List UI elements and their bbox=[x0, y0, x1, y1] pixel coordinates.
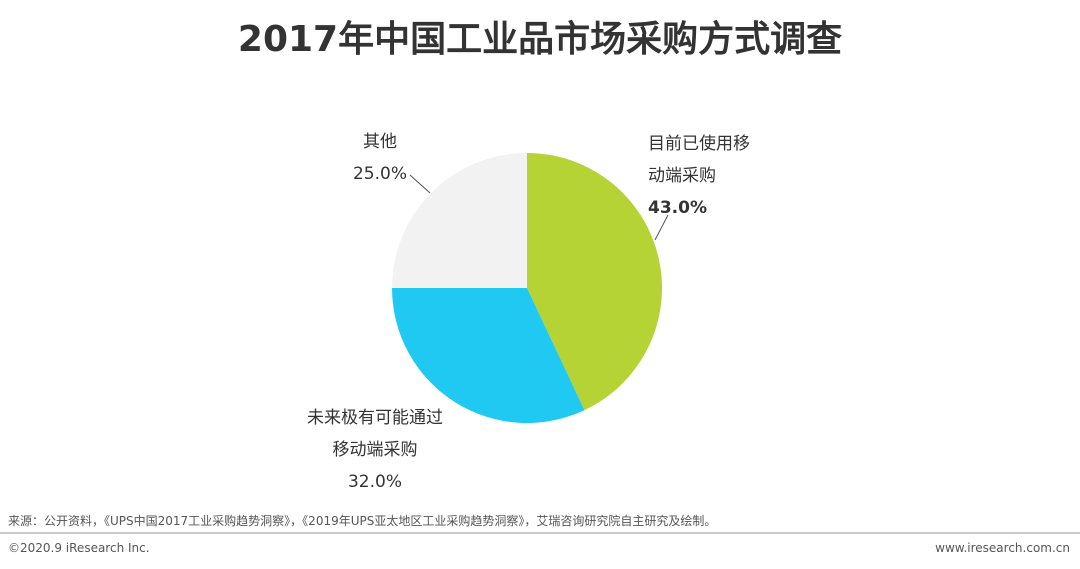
pie-slice bbox=[392, 288, 585, 423]
pie-slice bbox=[527, 153, 662, 411]
website: www.iresearch.com.cn bbox=[935, 541, 1070, 555]
pie-slice bbox=[392, 153, 527, 288]
leader-line bbox=[654, 214, 669, 241]
category-label: 目前已使用移动端采购 bbox=[648, 134, 750, 186]
category-label: 未来极有可能通过移动端采购 bbox=[307, 408, 443, 460]
slice-label: 其他 25.0% bbox=[345, 126, 415, 190]
category-label: 其他 bbox=[363, 132, 397, 152]
leader-line bbox=[409, 174, 431, 194]
value-label: 43.0% bbox=[648, 198, 707, 218]
slice-label: 未来极有可能通过移动端采购 32.0% bbox=[300, 402, 450, 498]
copyright: ©2020.9 iResearch Inc. bbox=[8, 541, 150, 555]
chart-title: 2017年中国工业品市场采购方式调查 bbox=[237, 19, 843, 60]
value-label: 25.0% bbox=[352, 164, 407, 184]
source-note: 来源：公开资料，《UPS中国2017工业采购趋势洞察》，《2019年UPS亚太地… bbox=[8, 514, 717, 528]
slice-label: 目前已使用移动端采购 43.0% bbox=[648, 128, 758, 224]
value-label: 32.0% bbox=[347, 472, 402, 492]
